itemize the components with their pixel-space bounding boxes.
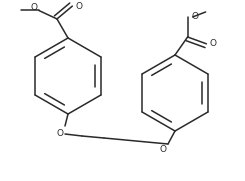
Text: O: O [57,129,63,138]
Text: O: O [210,39,217,48]
Text: O: O [191,12,198,22]
Text: O: O [30,3,37,12]
Text: O: O [159,144,167,153]
Text: O: O [76,2,83,11]
